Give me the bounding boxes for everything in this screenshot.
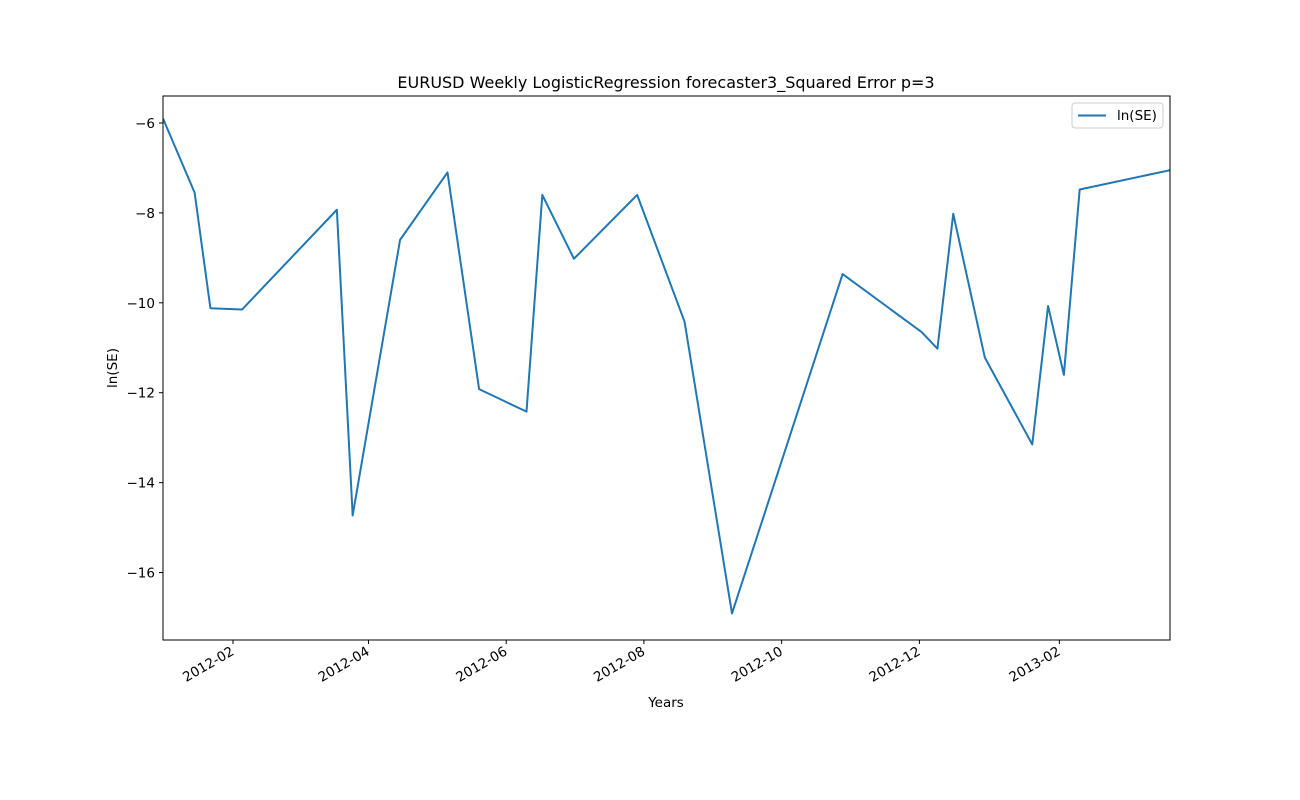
y-tick-label: −16 [127, 566, 156, 582]
y-axis-label: ln(SE) [105, 348, 121, 388]
data-point [352, 514, 354, 516]
data-point [1047, 305, 1049, 307]
data-point [336, 209, 338, 211]
series-line-0 [163, 118, 1170, 615]
data-point [921, 331, 923, 333]
y-tick-label: −14 [127, 476, 156, 492]
data-point [399, 239, 401, 241]
y-tick-label: −10 [127, 296, 156, 312]
legend: ln(SE) [1071, 102, 1164, 129]
y-tick-label: −12 [127, 386, 156, 402]
data-point [478, 388, 480, 390]
data-point [573, 258, 575, 260]
data-point [731, 612, 733, 614]
x-axis-label: Years [647, 695, 684, 711]
data-point [194, 192, 196, 194]
plot-frame [162, 95, 1171, 641]
data-point [952, 213, 954, 215]
y-tick-label: −6 [135, 116, 155, 132]
data-point [842, 273, 844, 275]
data-point [446, 171, 448, 173]
data-point [936, 348, 938, 350]
data-point [984, 357, 986, 359]
data-point [209, 307, 211, 309]
data-point [1031, 443, 1033, 445]
legend-box [1071, 102, 1164, 129]
legend-entry-label: ln(SE) [1117, 108, 1157, 124]
data-point [636, 194, 638, 196]
data-point [541, 194, 543, 196]
data-point [1063, 374, 1065, 376]
y-tick-label: −8 [135, 206, 155, 222]
data-point [241, 309, 243, 311]
data-point [684, 321, 686, 323]
chart-title: EURUSD Weekly LogisticRegression forecas… [397, 73, 934, 93]
data-point [1079, 189, 1081, 191]
data-point [526, 411, 528, 413]
